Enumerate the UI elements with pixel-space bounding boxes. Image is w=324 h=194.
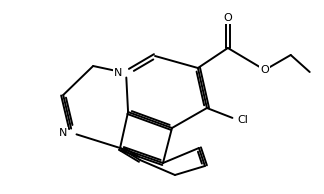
Text: N: N [59, 128, 67, 138]
Text: N: N [114, 68, 122, 78]
Text: O: O [260, 65, 269, 75]
Text: Cl: Cl [238, 115, 249, 125]
Text: O: O [224, 13, 232, 23]
